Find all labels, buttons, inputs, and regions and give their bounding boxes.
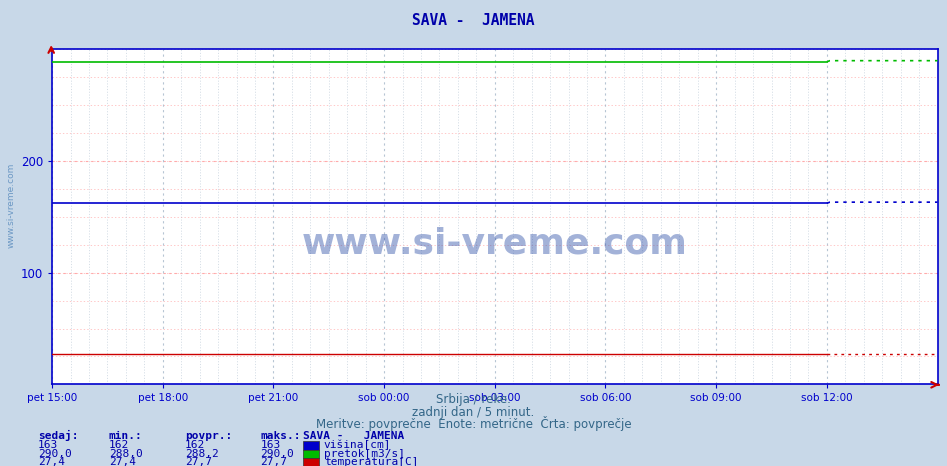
Text: SAVA -  JAMENA: SAVA - JAMENA [412, 14, 535, 28]
Text: 163: 163 [260, 440, 280, 450]
Text: SAVA -   JAMENA: SAVA - JAMENA [303, 431, 404, 441]
Text: sedaj:: sedaj: [38, 430, 79, 441]
Text: temperatura[C]: temperatura[C] [324, 457, 419, 466]
Text: min.:: min.: [109, 431, 143, 441]
Text: 27,7: 27,7 [260, 457, 288, 466]
Text: 27,7: 27,7 [185, 457, 212, 466]
Text: višina[cm]: višina[cm] [324, 440, 391, 450]
Text: Meritve: povprečne  Enote: metrične  Črta: povprečje: Meritve: povprečne Enote: metrične Črta:… [315, 416, 632, 431]
Text: 162: 162 [109, 440, 129, 450]
Text: 163: 163 [38, 440, 58, 450]
Text: 288,2: 288,2 [185, 449, 219, 459]
Text: 27,4: 27,4 [38, 457, 65, 466]
Text: 162: 162 [185, 440, 205, 450]
Text: www.si-vreme.com: www.si-vreme.com [7, 162, 16, 248]
Text: 290,0: 290,0 [38, 449, 72, 459]
Text: pretok[m3/s]: pretok[m3/s] [324, 449, 405, 459]
Text: 290,0: 290,0 [260, 449, 295, 459]
Text: 27,4: 27,4 [109, 457, 136, 466]
Text: zadnji dan / 5 minut.: zadnji dan / 5 minut. [412, 406, 535, 418]
Text: Srbija / reke.: Srbija / reke. [436, 393, 511, 406]
Text: povpr.:: povpr.: [185, 431, 232, 441]
Text: maks.:: maks.: [260, 431, 301, 441]
Text: 288,0: 288,0 [109, 449, 143, 459]
Text: www.si-vreme.com: www.si-vreme.com [302, 226, 688, 260]
